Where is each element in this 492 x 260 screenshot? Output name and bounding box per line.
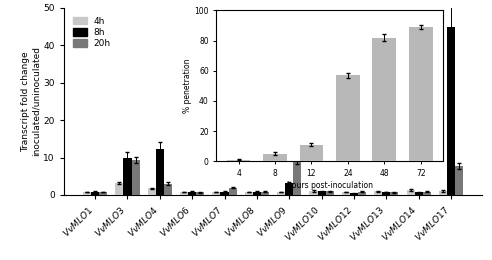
Bar <box>156 149 164 195</box>
Bar <box>91 192 99 195</box>
Bar <box>326 191 334 195</box>
Bar <box>342 192 350 195</box>
Bar <box>220 192 229 195</box>
Bar <box>164 184 172 195</box>
Bar <box>372 37 396 161</box>
Y-axis label: % penetration: % penetration <box>183 58 191 113</box>
Bar <box>83 192 91 195</box>
Bar <box>309 191 317 195</box>
Bar <box>409 27 432 161</box>
Bar <box>415 192 423 195</box>
Bar <box>317 191 326 195</box>
Bar <box>261 192 269 195</box>
Bar <box>148 188 156 195</box>
Bar <box>455 166 463 195</box>
Bar <box>115 183 123 195</box>
Bar <box>99 192 107 195</box>
Bar <box>245 192 253 195</box>
Bar <box>439 191 447 195</box>
Bar <box>374 191 382 195</box>
Bar <box>188 192 196 195</box>
Bar <box>263 154 287 161</box>
Bar <box>285 183 293 195</box>
Bar <box>253 192 261 195</box>
Bar <box>293 162 302 195</box>
Bar <box>227 160 250 161</box>
Bar <box>382 192 390 195</box>
X-axis label: hours post-inoculation: hours post-inoculation <box>287 181 372 190</box>
Bar <box>350 193 358 195</box>
Y-axis label: Transcript fold change
inoculated/uninoculated: Transcript fold change inoculated/uninoc… <box>21 46 41 157</box>
Bar <box>336 75 360 161</box>
Bar <box>131 160 140 195</box>
Legend: 4h, 8h, 20h: 4h, 8h, 20h <box>68 12 116 53</box>
Bar <box>180 192 188 195</box>
Bar <box>423 192 431 195</box>
Bar <box>277 192 285 195</box>
Bar <box>390 192 399 195</box>
Bar <box>213 192 220 195</box>
Bar <box>447 27 455 195</box>
Bar <box>406 190 415 195</box>
Bar <box>300 145 323 161</box>
Bar <box>196 192 204 195</box>
Bar <box>229 187 237 195</box>
Bar <box>358 192 366 195</box>
Bar <box>123 158 131 195</box>
